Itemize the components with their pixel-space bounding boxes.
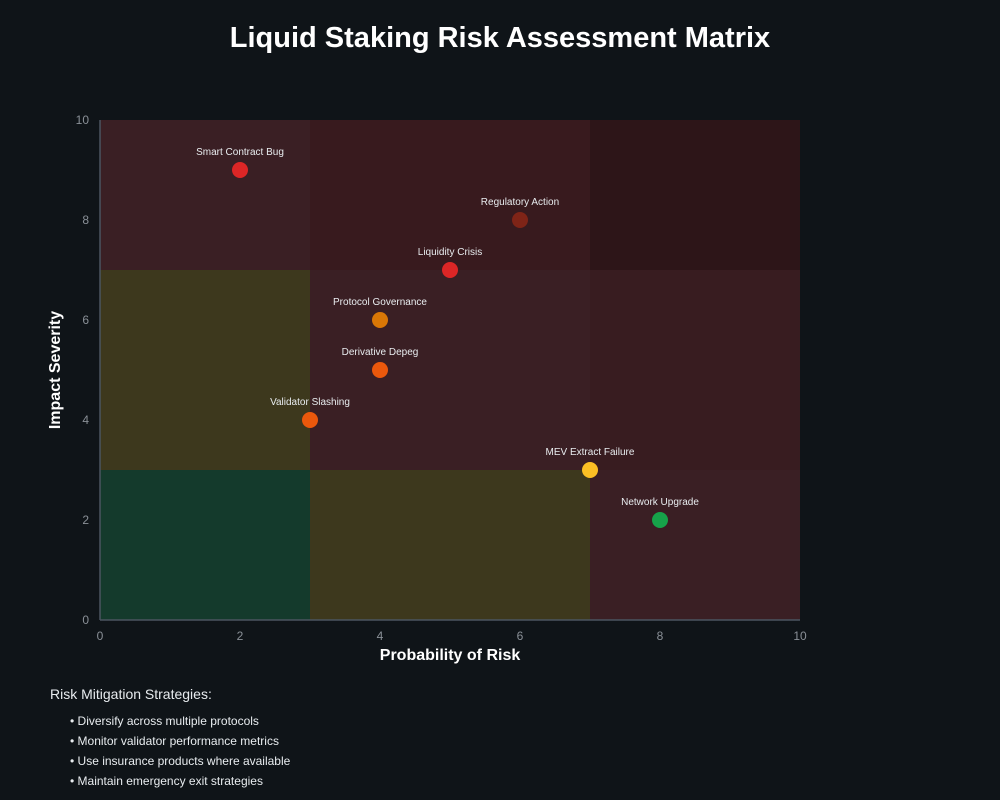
risk-zone-medium: [310, 470, 590, 620]
risk-point-label: Liquidity Crisis: [418, 247, 482, 258]
strategies-heading: Risk Mitigation Strategies:: [50, 686, 212, 702]
y-tick-label: 4: [82, 413, 89, 427]
risk-point-label: Protocol Governance: [333, 297, 427, 308]
y-tick-label: 0: [82, 613, 89, 627]
risk-zone-low: [100, 470, 310, 620]
risk-zone-high: [590, 470, 800, 620]
y-tick-label: 2: [82, 513, 89, 527]
x-tick-label: 0: [97, 629, 104, 643]
risk-zone-critical: [310, 120, 590, 270]
risk-zones: [100, 120, 800, 620]
risk-zone-medium: [100, 270, 310, 470]
risk-points: Smart Contract Bug Regulatory Action Liqui…: [196, 147, 699, 528]
risk-point: [372, 312, 388, 328]
risk-point: [652, 512, 668, 528]
x-tick-label: 4: [377, 629, 384, 643]
strategy-item: • Monitor validator performance metrics: [70, 734, 279, 748]
risk-point-label: Regulatory Action: [481, 197, 559, 208]
risk-point: [512, 212, 528, 228]
x-tick-label: 10: [793, 629, 807, 643]
y-axis-title: Impact Severity: [47, 311, 64, 429]
strategy-item: • Maintain emergency exit strategies: [70, 774, 263, 788]
risk-point: [442, 262, 458, 278]
risk-zone-high: [100, 120, 310, 270]
risk-point-label: Smart Contract Bug: [196, 147, 284, 158]
y-tick-label: 6: [82, 313, 89, 327]
risk-point: [372, 362, 388, 378]
risk-point-label: MEV Extract Failure: [546, 447, 635, 458]
risk-point-label: Validator Slashing: [270, 397, 350, 408]
x-axis-title: Probability of Risk: [380, 647, 521, 664]
x-tick-label: 8: [657, 629, 664, 643]
risk-point-label: Network Upgrade: [621, 497, 699, 508]
strategy-item: • Diversify across multiple protocols: [70, 714, 259, 728]
risk-point: [582, 462, 598, 478]
risk-matrix-chart: 0 2 4 6 8 10 0 2 4 6 8 10 Smart Contract Bug Regulat…: [47, 113, 807, 664]
risk-zone-high: [310, 270, 590, 470]
y-tick-label: 10: [76, 113, 90, 127]
strategy-item: • Use insurance products where available: [70, 754, 291, 768]
strategies-list: • Diversify across multiple protocols • …: [50, 711, 650, 791]
chart-title: Liquid Staking Risk Assessment Matrix: [229, 22, 771, 54]
risk-zone-critical: [590, 270, 800, 470]
x-tick-label: 2: [237, 629, 244, 643]
risk-point: [232, 162, 248, 178]
tick-labels: 0 2 4 6 8 10 0 2 4 6 8 10: [76, 113, 807, 643]
chart-axes: [99, 120, 800, 621]
mitigation-strategies: Risk Mitigation Strategies: • Diversify …: [50, 686, 650, 791]
y-tick-label: 8: [82, 213, 89, 227]
x-tick-label: 6: [517, 629, 524, 643]
risk-point: [302, 412, 318, 428]
risk-zone-extreme: [590, 120, 800, 270]
risk-point-label: Derivative Depeg: [342, 347, 419, 358]
